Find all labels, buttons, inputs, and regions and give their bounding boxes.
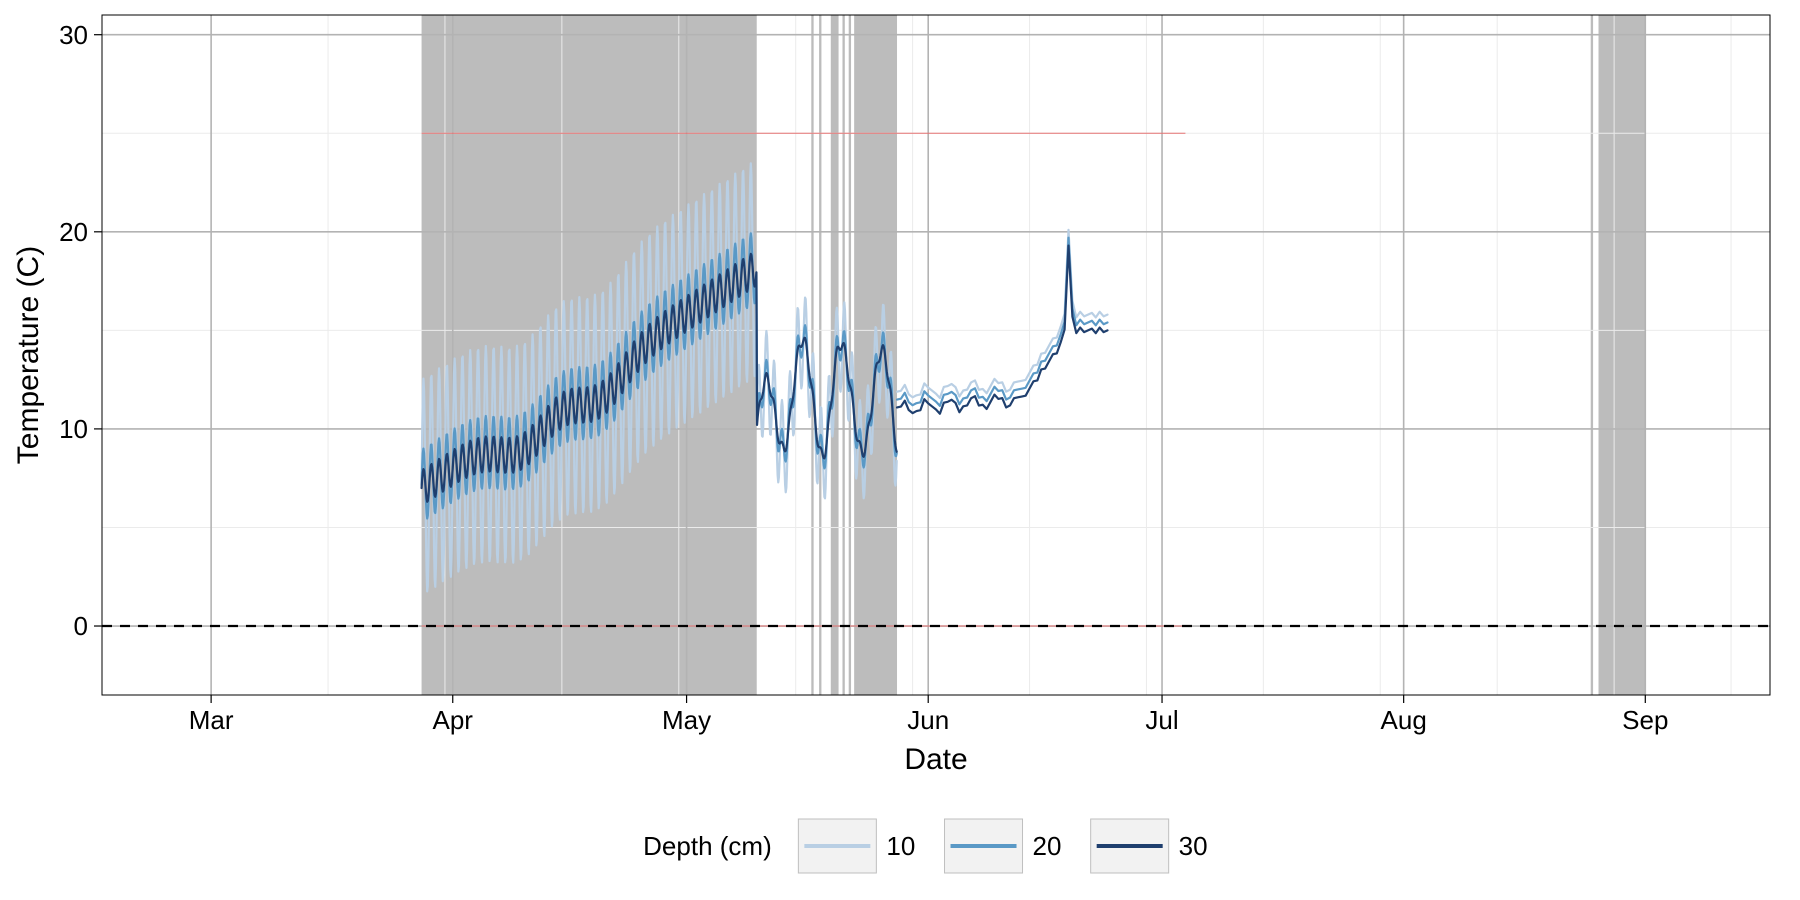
y-tick-label: 0: [74, 611, 88, 641]
x-tick-label: Sep: [1622, 705, 1668, 735]
y-tick-label: 30: [59, 20, 88, 50]
x-tick-label: Mar: [189, 705, 234, 735]
x-tick-label: May: [662, 705, 711, 735]
shaded-region: [1591, 15, 1593, 695]
chart-svg: Mar Apr May Jun Jul Aug Sep 0 10 20 30 Date Temperat…: [0, 0, 1800, 900]
x-tick-label: Aug: [1381, 705, 1427, 735]
temperature-depth-chart: Mar Apr May Jun Jul Aug Sep 0 10 20 30 Date Temperat…: [0, 0, 1800, 900]
y-tick-label: 20: [59, 217, 88, 247]
shaded-region: [1599, 15, 1646, 695]
y-axis-label: Temperature (C): [12, 246, 45, 464]
y-tick-label: 10: [59, 414, 88, 444]
legend-label: 30: [1179, 831, 1208, 861]
shaded-region: [819, 15, 821, 695]
legend-title: Depth (cm): [643, 831, 772, 861]
x-tick-label: Jul: [1145, 705, 1178, 735]
x-axis-label: Date: [904, 743, 967, 776]
legend-label: 10: [886, 831, 915, 861]
x-tick-label: Apr: [433, 705, 474, 735]
legend-label: 20: [1033, 831, 1062, 861]
x-tick-label: Jun: [907, 705, 949, 735]
